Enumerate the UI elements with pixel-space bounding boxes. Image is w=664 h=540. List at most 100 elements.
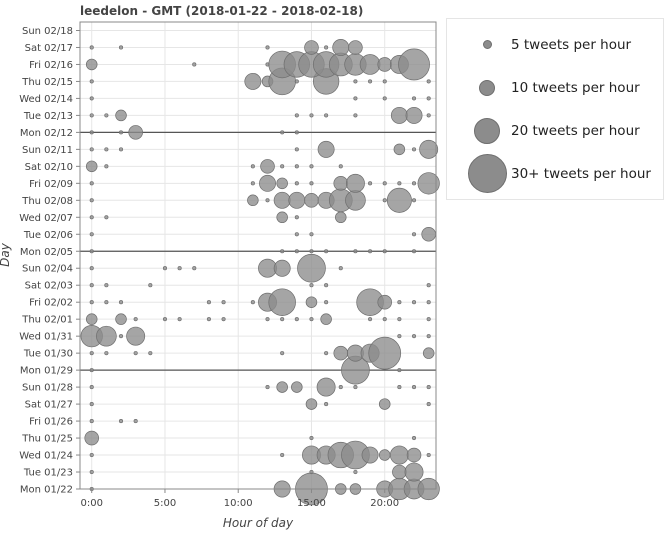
data-point [89, 469, 94, 475]
y-tick-label: Sat 02/03 [25, 281, 73, 292]
data-point [411, 232, 417, 237]
data-point [324, 300, 329, 305]
data-point [104, 300, 109, 305]
legend: 5 tweets per hour 10 tweets per hour 20 … [446, 18, 664, 200]
data-point [305, 398, 318, 410]
data-point [162, 317, 168, 322]
y-tick-label: Wed 01/31 [19, 332, 73, 343]
y-tick-label: Mon 01/22 [20, 485, 73, 496]
data-point [89, 351, 94, 356]
data-point [368, 181, 373, 186]
data-point [304, 193, 319, 208]
data-point [332, 39, 350, 56]
legend-marker-5 [483, 40, 492, 49]
data-point [118, 300, 124, 305]
data-point [294, 164, 299, 169]
data-point [426, 283, 431, 288]
data-point [104, 113, 109, 118]
data-point [192, 266, 197, 271]
data-point [317, 140, 335, 158]
data-point [265, 45, 270, 50]
data-point [265, 317, 270, 322]
data-point [382, 96, 387, 101]
data-point [89, 198, 94, 203]
data-point [280, 452, 285, 458]
y-tick-label: Sat 02/10 [25, 162, 73, 173]
data-point [89, 300, 94, 305]
data-point [324, 249, 329, 254]
data-point [250, 300, 255, 305]
data-point [426, 113, 431, 118]
data-point [309, 113, 314, 118]
data-point [324, 45, 329, 50]
data-point [118, 130, 124, 135]
data-point [397, 334, 402, 339]
data-point [89, 266, 94, 271]
data-point [338, 266, 343, 271]
data-point [206, 300, 211, 305]
data-point [104, 351, 109, 356]
data-point [309, 249, 314, 254]
data-point [316, 377, 336, 397]
data-point [104, 164, 109, 169]
data-point [361, 446, 379, 464]
legend-marker-20 [474, 118, 500, 144]
data-point [85, 58, 98, 71]
data-point [294, 79, 299, 84]
data-point [89, 147, 94, 152]
legend-item-30: 30+ tweets per hour [447, 154, 663, 195]
y-tick-label: Mon 01/29 [20, 366, 73, 377]
data-point [294, 232, 299, 237]
data-point [96, 325, 117, 347]
data-point [411, 198, 417, 203]
y-tick-label: Sun 02/11 [22, 145, 73, 156]
data-point [368, 317, 373, 322]
data-point [280, 317, 285, 322]
data-point [377, 57, 393, 72]
data-point [89, 96, 94, 101]
data-point [426, 334, 431, 339]
grid [80, 22, 436, 490]
data-point [250, 181, 255, 186]
y-tick-label: Sun 01/28 [22, 383, 73, 394]
data-point [85, 160, 98, 173]
data-point [294, 215, 299, 220]
data-point [148, 351, 153, 356]
data-point [378, 449, 391, 461]
data-point [309, 317, 314, 322]
x-tick-label: 20:00 [370, 498, 399, 509]
y-tick-label: Tue 01/30 [23, 349, 73, 360]
data-point [118, 419, 124, 424]
data-point [411, 181, 417, 186]
data-point [397, 385, 402, 390]
data-point [309, 181, 314, 186]
data-point [89, 181, 94, 186]
data-point [133, 351, 138, 356]
data-point [85, 313, 98, 325]
data-point [353, 469, 358, 475]
data-point [426, 300, 431, 305]
legend-item-20: 20 tweets per hour [447, 112, 663, 152]
data-point [386, 187, 412, 213]
y-tick-label: Tue 01/23 [23, 468, 73, 479]
data-point [338, 385, 343, 390]
data-point [368, 79, 373, 84]
data-point [104, 215, 109, 220]
data-point [324, 402, 329, 407]
data-point [411, 385, 417, 390]
data-point [382, 79, 387, 84]
data-point [244, 72, 262, 90]
x-tick-label: 0:00 [80, 498, 102, 509]
y-tick-label: Wed 01/24 [19, 451, 73, 462]
data-point [309, 232, 314, 237]
data-point [265, 385, 270, 390]
data-point [309, 469, 314, 475]
y-tick-label: Sat 01/27 [25, 400, 73, 411]
y-tick-label: Mon 02/05 [20, 247, 73, 258]
data-point [382, 317, 387, 322]
data-point [276, 177, 288, 190]
data-point [405, 106, 423, 124]
data-point [118, 334, 124, 339]
data-point [273, 191, 291, 209]
data-point [335, 211, 347, 224]
